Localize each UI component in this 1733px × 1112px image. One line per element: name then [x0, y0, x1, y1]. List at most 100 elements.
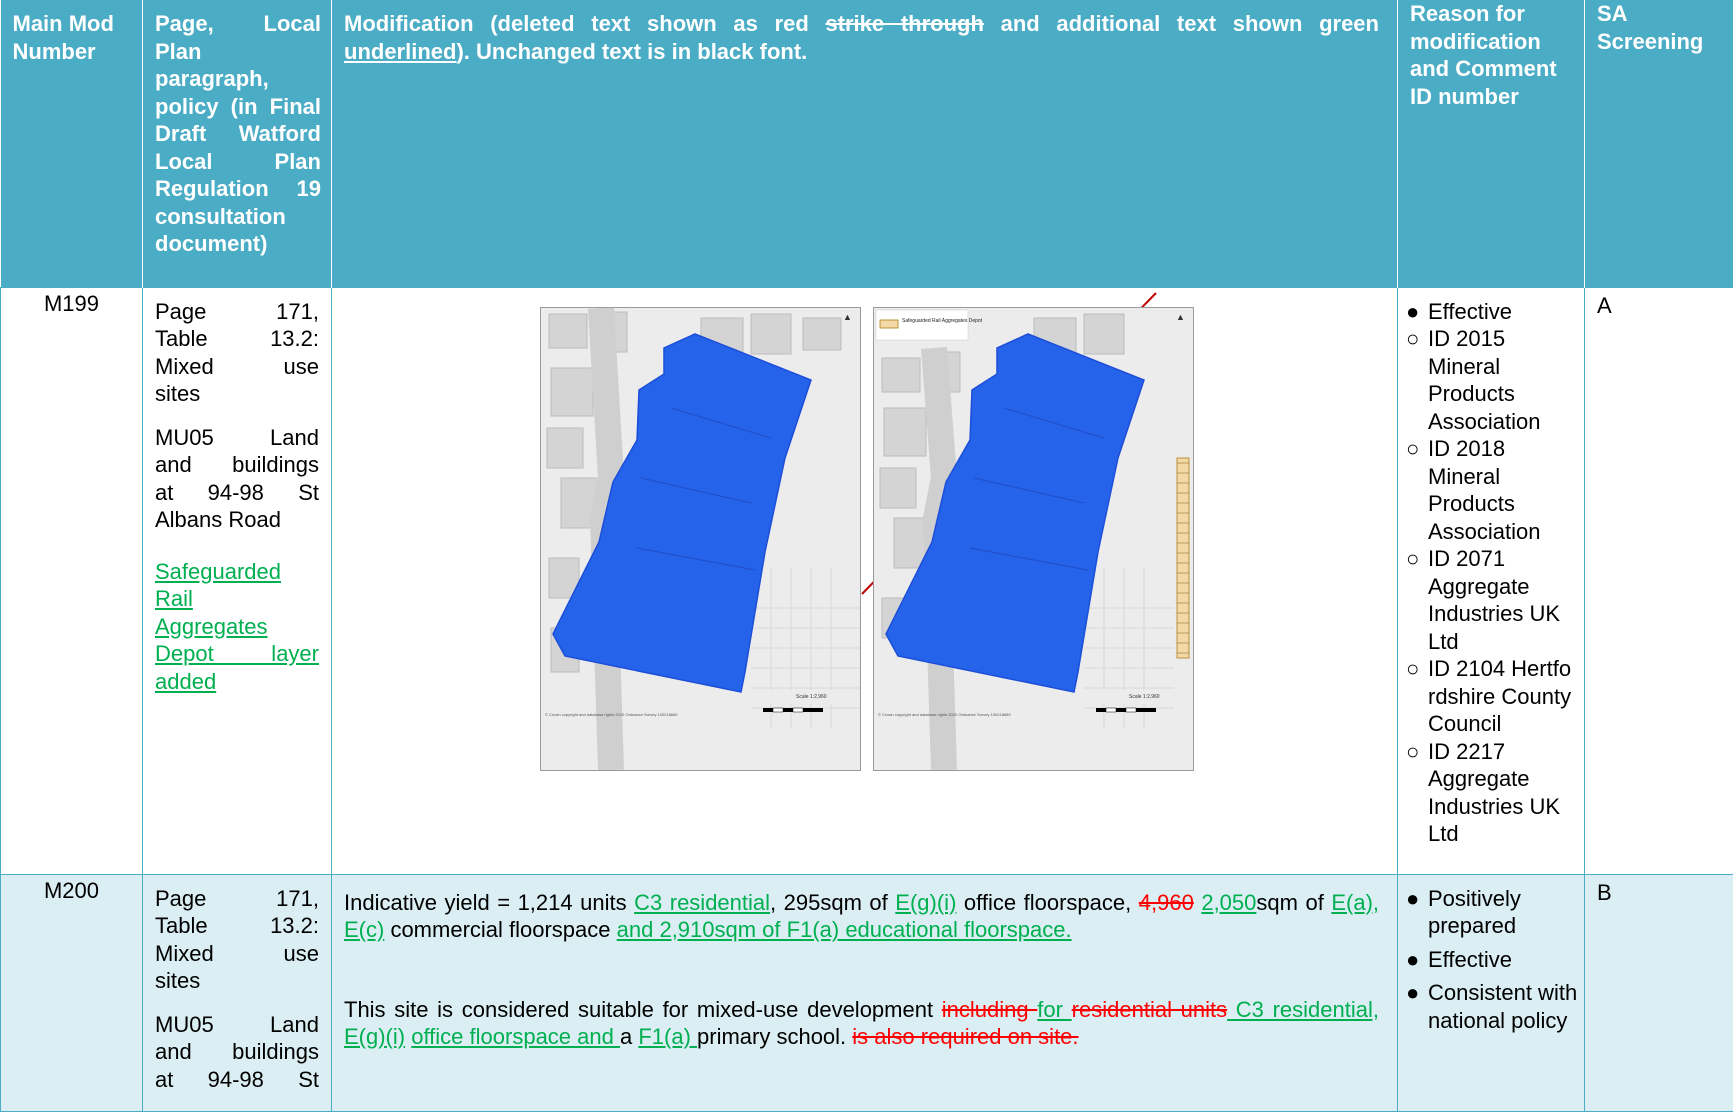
header-mod-text-a: Modification (deleted text shown as red: [344, 11, 825, 36]
comment-label: ID 2015 Mineral Products Association: [1428, 326, 1541, 434]
header-mod-text-c: ). Unchanged text is in black font.: [456, 39, 807, 64]
map-legend-label: Safeguarded Rail Aggregates Depot: [902, 318, 983, 324]
text: sqm of: [1256, 890, 1331, 915]
map-original-scale: Scale 1:2,960: [796, 694, 827, 700]
north-arrow-icon: ▲: [843, 312, 852, 322]
site-line: at 94-98 St: [155, 1066, 319, 1094]
mod-number: M199: [1, 287, 143, 874]
text: Indicative yield = 1,214 units: [344, 890, 634, 915]
circle-bullet-icon: ○: [1406, 325, 1419, 353]
deleted-text: is also required on site.: [852, 1024, 1078, 1049]
modification-cell: Indicative yield = 1,214 units C3 reside…: [332, 874, 1398, 1111]
rail-depot-hatch: [1177, 458, 1189, 658]
map-deleted-strike: [332, 288, 1398, 874]
mod-number: M200: [1, 874, 143, 1111]
inserted-text: for: [1037, 997, 1071, 1022]
circle-bullet-icon: ○: [1406, 435, 1419, 463]
text: , 295sqm of: [770, 890, 895, 915]
modification-cell: Scale 1:2,960 © Crown copyright and data…: [332, 287, 1398, 874]
text: a: [620, 1024, 638, 1049]
map-modified-scale: Scale 1:2,960: [1129, 694, 1160, 700]
inserted-text: and 2,910sqm of F1(a) educational floors…: [617, 917, 1072, 942]
table-row-m199: M199 Page 171, Table 13.2: Mixed use sit…: [1, 287, 1733, 874]
site-line: MU05 Land: [155, 1011, 319, 1039]
header-mod-underline: underlined: [344, 39, 456, 64]
page-line: Mixed use: [155, 940, 319, 968]
header-mod-strike: strike through: [825, 11, 983, 36]
map-original-drawing: Scale 1:2,960 © Crown copyright and data…: [541, 308, 860, 770]
page-line: Page 171,: [155, 885, 319, 913]
inserted-text: office floorspace and: [411, 1024, 620, 1049]
comment-label: ID 2104 Hertfordshire County Council: [1428, 656, 1571, 736]
reason-cell: ● Positively prepared ● Effective ● Consist…: [1398, 874, 1585, 1111]
reason-item: ● Positively prepared: [1406, 885, 1578, 940]
circle-bullet-icon: ○: [1406, 655, 1419, 683]
comment-label: ID 2217 Aggregate Industries UK Ltd: [1428, 739, 1560, 847]
north-arrow-icon: ▲: [1176, 312, 1185, 322]
added-line: Aggregates: [155, 613, 319, 641]
added-line: added: [155, 668, 319, 696]
deleted-text: 4,960: [1139, 890, 1194, 915]
header-reason: Reason for modification and Comment ID n…: [1398, 0, 1585, 287]
comment-item: ○ ID 2104 Hertfordshire County Council: [1406, 655, 1578, 738]
sa-screening-cell: A: [1585, 287, 1733, 874]
page-line: Table 13.2:: [155, 912, 319, 940]
reason-item: ● Effective: [1406, 298, 1578, 326]
site-line: and buildings: [155, 1038, 319, 1066]
page-reference-cell: Page 171, Table 13.2: Mixed use sites MU…: [143, 874, 332, 1111]
suitability-paragraph: This site is considered suitable for mix…: [344, 996, 1379, 1051]
reason-label: Positively prepared: [1428, 886, 1521, 939]
header-modification: Modification (deleted text shown as red …: [332, 0, 1398, 287]
map-modified-copyright: © Crown copyright and database rights 20…: [878, 712, 1011, 717]
added-line: Depot layer: [155, 640, 319, 668]
site-line: MU05 Land: [155, 424, 319, 452]
comment-item: ○ ID 2015 Mineral Products Association: [1406, 325, 1578, 435]
page-line: Table 13.2:: [155, 325, 319, 353]
page-reference-cell: Page 171, Table 13.2: Mixed use sites MU…: [143, 287, 332, 874]
text: commercial floorspace: [384, 917, 616, 942]
map-modified-drawing: Safeguarded Rail Aggregates Depot Scale …: [874, 308, 1193, 770]
bullet-icon: ●: [1406, 979, 1419, 1007]
text: office floorspace,: [956, 890, 1138, 915]
added-line: Rail: [155, 585, 319, 613]
inserted-text: F1(a): [638, 1024, 697, 1049]
bullet-icon: ●: [1406, 298, 1419, 326]
deleted-text: including: [942, 997, 1038, 1022]
comment-item: ○ ID 2217 Aggregate Industries UK Ltd: [1406, 738, 1578, 848]
reason-item: ● Effective: [1406, 946, 1578, 974]
reason-label: Effective: [1428, 299, 1512, 324]
comment-label: ID 2018 Mineral Products Association: [1428, 436, 1541, 544]
comment-item: ○ ID 2071 Aggregate Industries UK Ltd: [1406, 545, 1578, 655]
site-line: and buildings: [155, 451, 319, 479]
circle-bullet-icon: ○: [1406, 545, 1419, 573]
added-line: Safeguarded: [155, 558, 319, 586]
inserted-text: E(g)(i): [895, 890, 956, 915]
yield-paragraph: Indicative yield = 1,214 units C3 reside…: [344, 889, 1379, 944]
header-sa-screening: SA Screening: [1585, 0, 1733, 287]
inserted-text: 2,050: [1201, 890, 1256, 915]
sa-screening-cell: B: [1585, 874, 1733, 1111]
table-row-m200: M200 Page 171, Table 13.2: Mixed use sit…: [1, 874, 1733, 1111]
bullet-icon: ●: [1406, 946, 1419, 974]
header-mod-text-b: and additional text shown green: [984, 11, 1379, 36]
map-original-copyright: © Crown copyright and database rights 20…: [545, 712, 678, 717]
text: primary school.: [697, 1024, 852, 1049]
page-line: Mixed use: [155, 353, 319, 381]
circle-bullet-icon: ○: [1406, 738, 1419, 766]
page-line: sites: [155, 380, 319, 408]
header-mod-number: Main Mod Number: [1, 0, 143, 287]
reason-cell: ● Effective ○ ID 2015 Mineral Products Ass…: [1398, 287, 1585, 874]
map-modified: Safeguarded Rail Aggregates Depot Scale …: [873, 307, 1194, 771]
deleted-text: residential units: [1072, 997, 1227, 1022]
page-line: sites: [155, 967, 319, 995]
site-line: Albans Road: [155, 506, 319, 534]
map-original: Scale 1:2,960 © Crown copyright and data…: [540, 307, 861, 771]
reason-label: Consistent with national policy: [1428, 980, 1577, 1033]
comment-item: ○ ID 2018 Mineral Products Association: [1406, 435, 1578, 545]
bullet-icon: ●: [1406, 885, 1419, 913]
page-line: Page 171,: [155, 298, 319, 326]
header-page-ref: Page, Local Plan paragraph, policy (in F…: [143, 0, 332, 287]
comment-label: ID 2071 Aggregate Industries UK Ltd: [1428, 546, 1560, 654]
reason-label: Effective: [1428, 947, 1512, 972]
